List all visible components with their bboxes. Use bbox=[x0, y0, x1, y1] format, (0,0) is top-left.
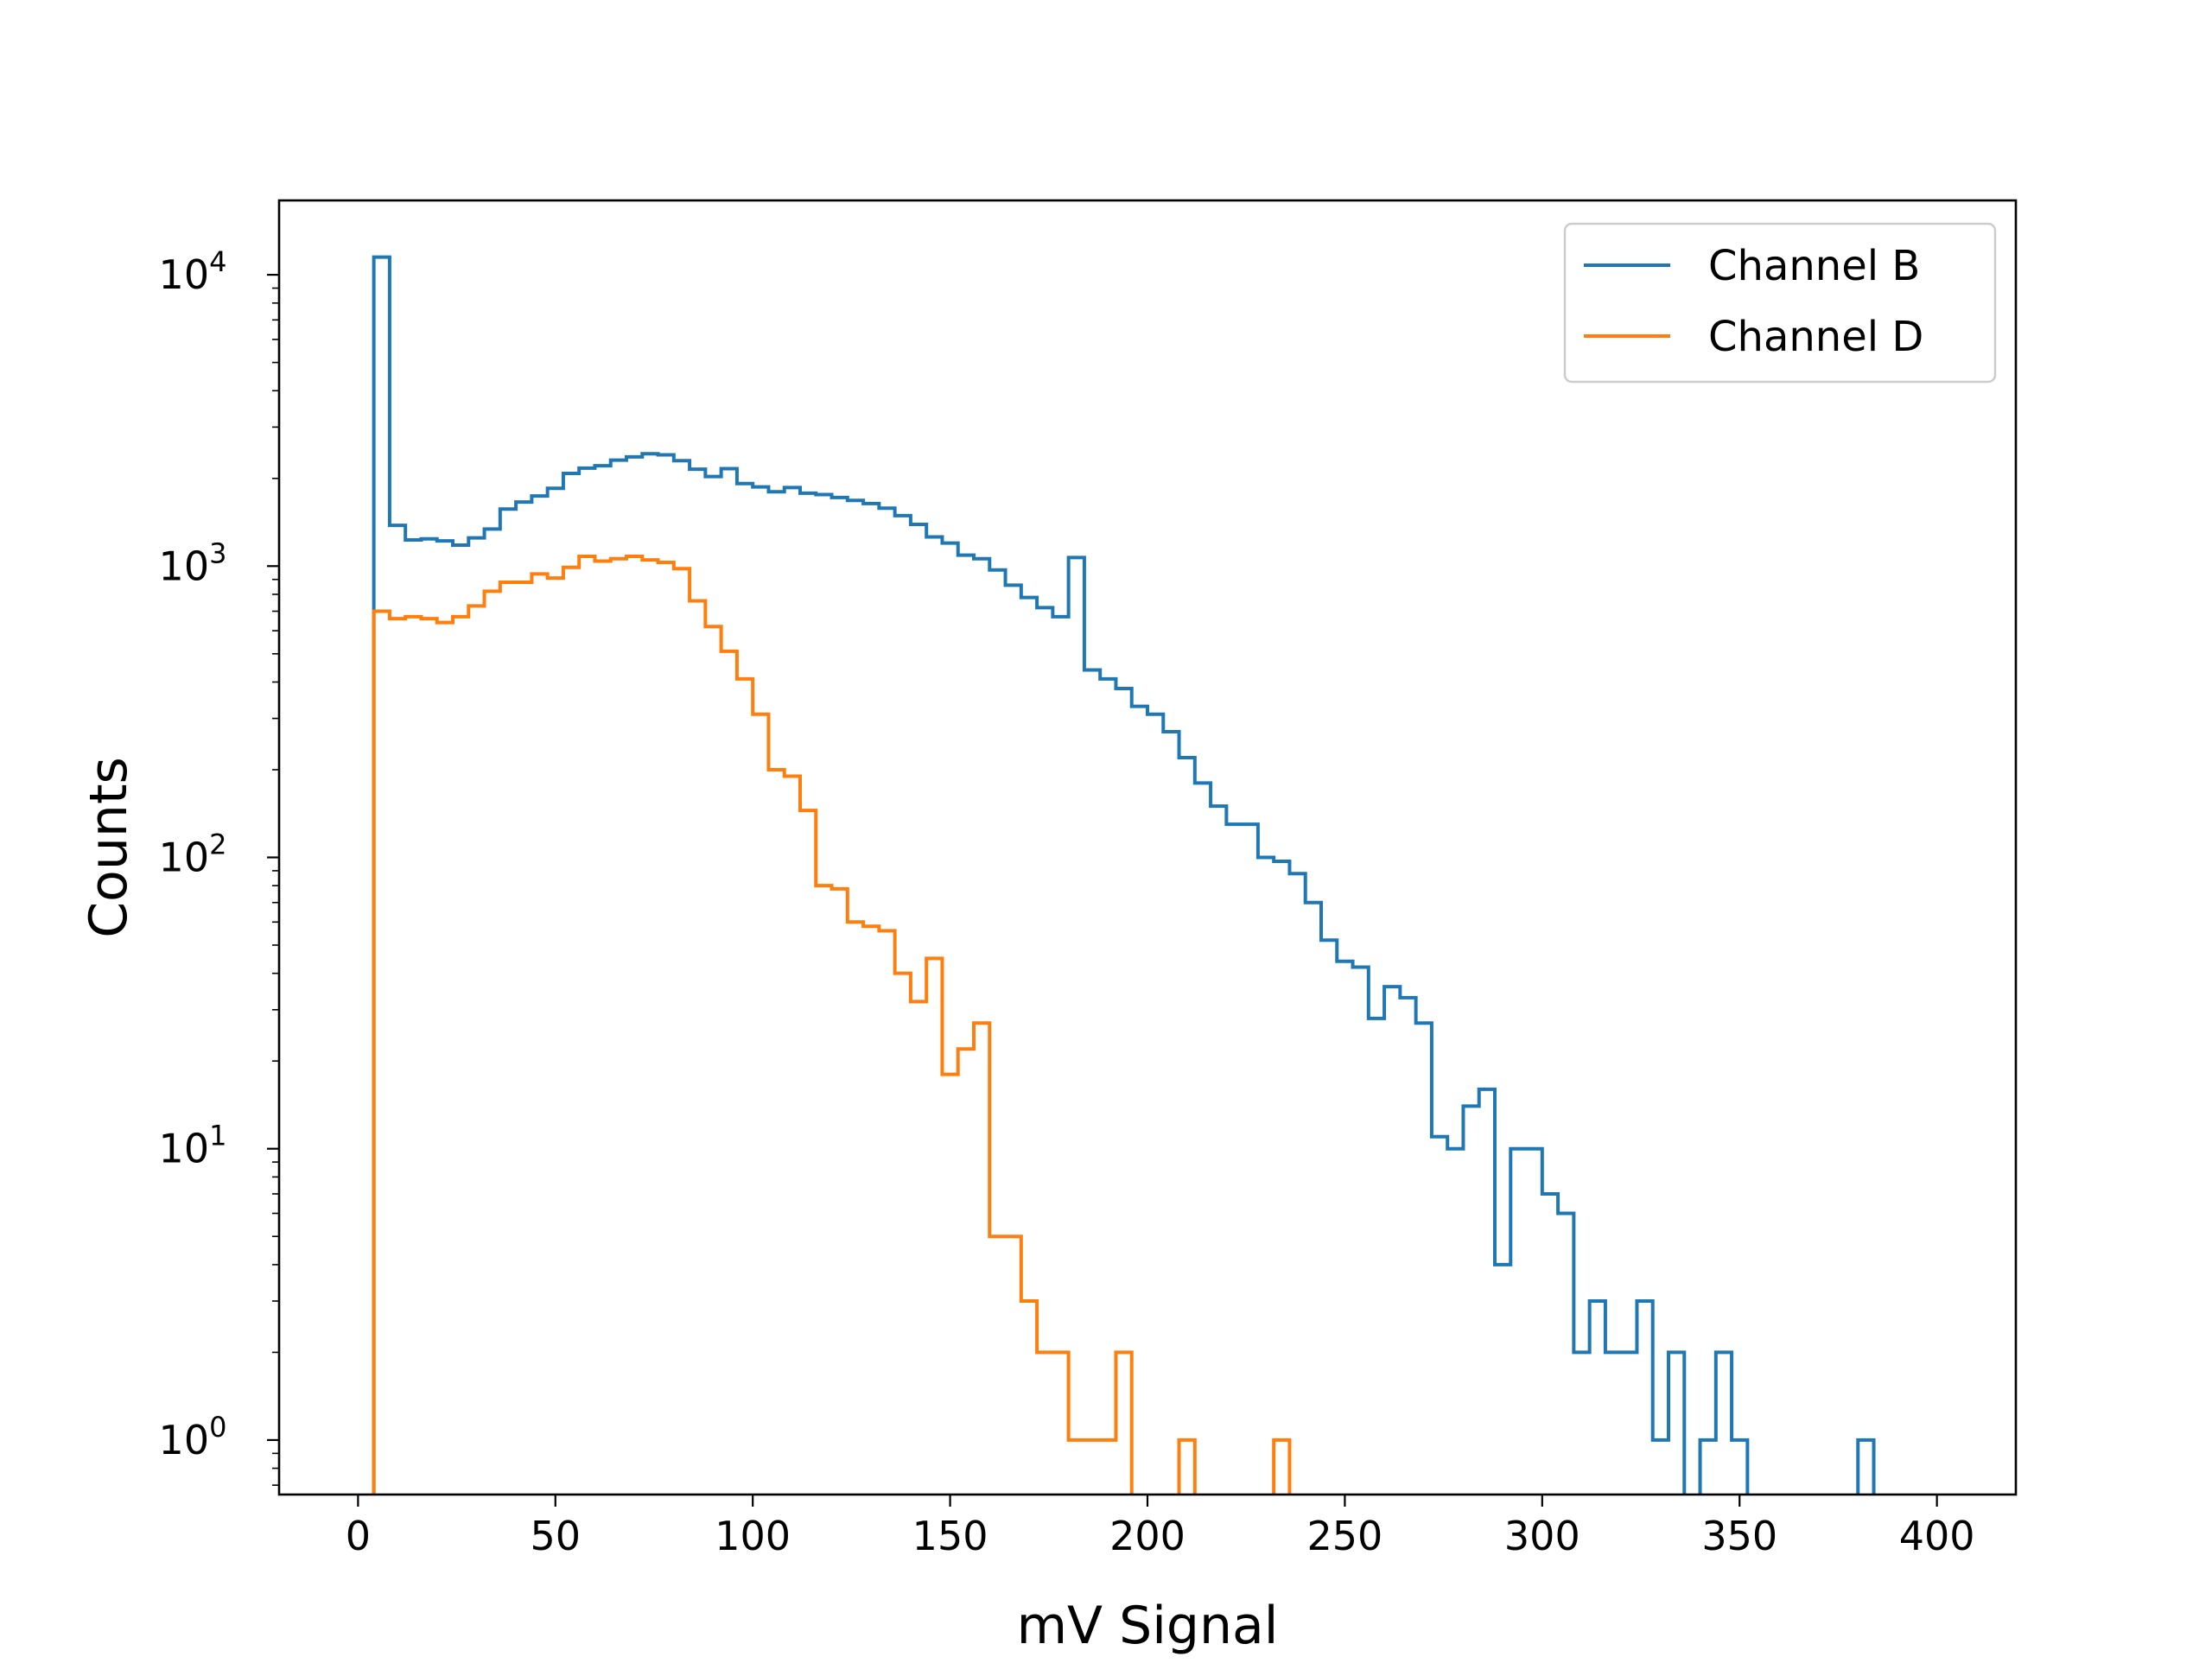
y-axis-label: Counts bbox=[79, 757, 139, 937]
x-axis: 0 50 100 150 200 250 300 350 400 bbox=[346, 1495, 1975, 1559]
x-tick-label: 400 bbox=[1899, 1513, 1975, 1559]
axes-frame bbox=[277, 199, 2018, 1496]
y-tick-label: 103 bbox=[159, 536, 227, 589]
legend-label: Channel D bbox=[1708, 313, 1923, 361]
y-tick-label-base: 10 bbox=[159, 1417, 210, 1463]
legend-label: Channel B bbox=[1708, 242, 1920, 290]
legend: Channel B Channel D bbox=[1563, 222, 1997, 384]
y-tick-label-exponent: 0 bbox=[209, 1411, 226, 1444]
y-tick-label: 101 bbox=[159, 1120, 227, 1172]
x-tick-label: 150 bbox=[912, 1513, 988, 1559]
y-tick-label-base: 10 bbox=[159, 251, 210, 298]
y-tick-label: 102 bbox=[159, 828, 227, 880]
plot-area bbox=[372, 255, 1876, 1495]
y-tick-label: 104 bbox=[159, 245, 227, 298]
legend-box bbox=[1563, 222, 1997, 384]
series-line-channel-b bbox=[372, 255, 1876, 1495]
x-tick-label: 250 bbox=[1307, 1513, 1383, 1559]
x-tick-label: 350 bbox=[1701, 1513, 1777, 1559]
y-tick-label-base: 10 bbox=[159, 543, 210, 589]
x-tick-label: 50 bbox=[530, 1513, 581, 1559]
series-line-channel-d bbox=[372, 555, 1292, 1495]
x-tick-label: 300 bbox=[1504, 1513, 1580, 1559]
y-tick-label: 100 bbox=[159, 1411, 227, 1463]
y-tick-label-exponent: 3 bbox=[209, 536, 226, 569]
x-tick-label: 200 bbox=[1109, 1513, 1185, 1559]
y-tick-label-base: 10 bbox=[159, 834, 210, 880]
x-tick-label: 100 bbox=[715, 1513, 791, 1559]
y-tick-label-exponent: 2 bbox=[209, 828, 226, 860]
y-tick-label-base: 10 bbox=[159, 1126, 210, 1172]
y-tick-label-exponent: 4 bbox=[209, 245, 226, 278]
x-axis-label: mV Signal bbox=[1017, 1596, 1279, 1656]
y-tick-label-exponent: 1 bbox=[209, 1120, 226, 1152]
x-tick-label: 0 bbox=[346, 1513, 371, 1559]
